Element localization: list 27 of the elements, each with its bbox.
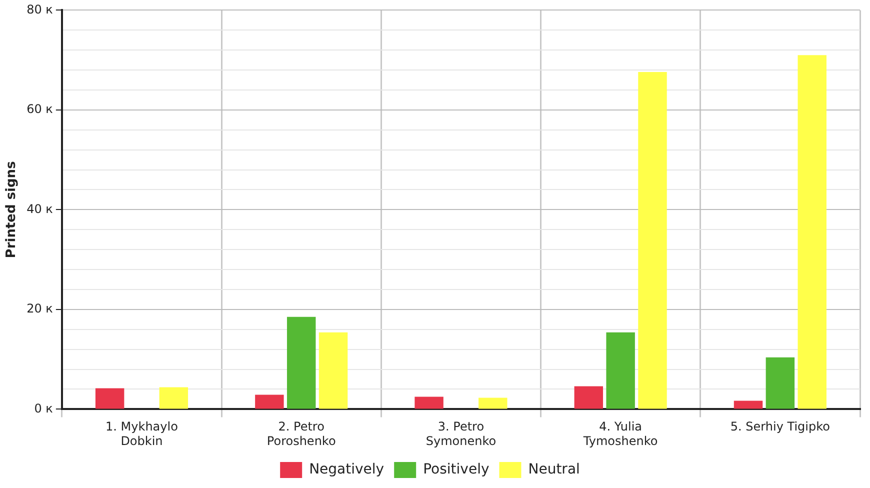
y-tick-label: 80 к <box>26 2 53 16</box>
bar <box>286 316 316 409</box>
y-tick-label: 40 к <box>26 202 53 216</box>
bar <box>798 55 826 409</box>
x-tick-label: 1. Mykhaylo Dobkin <box>106 420 178 448</box>
y-tick-label: 0 к <box>34 401 53 416</box>
bar <box>574 386 604 409</box>
bar <box>638 72 667 409</box>
bar <box>766 357 795 409</box>
bar <box>606 332 635 409</box>
legend-label: Negatively <box>309 462 384 478</box>
x-tick-label: 2. Petro Poroshenko <box>266 420 336 448</box>
legend-label: Positively <box>423 462 490 478</box>
y-tick-label: 60 к <box>26 102 53 116</box>
bar <box>159 387 188 409</box>
legend-label: Neutral <box>528 462 580 478</box>
bar <box>318 332 348 409</box>
x-tick-label: 4. Yulia Tymoshenko <box>582 420 658 448</box>
bar <box>734 400 763 409</box>
x-tick-label: 5. Serhiy Tigipko <box>730 420 830 434</box>
x-tick-label: 3. Petro Symonenko <box>426 420 496 448</box>
bar <box>478 398 508 409</box>
bar <box>95 388 124 409</box>
bar <box>255 394 284 409</box>
y-tick-label: 20 к <box>26 302 53 316</box>
y-axis-title: Printed signs <box>4 160 20 258</box>
bar <box>414 396 444 409</box>
